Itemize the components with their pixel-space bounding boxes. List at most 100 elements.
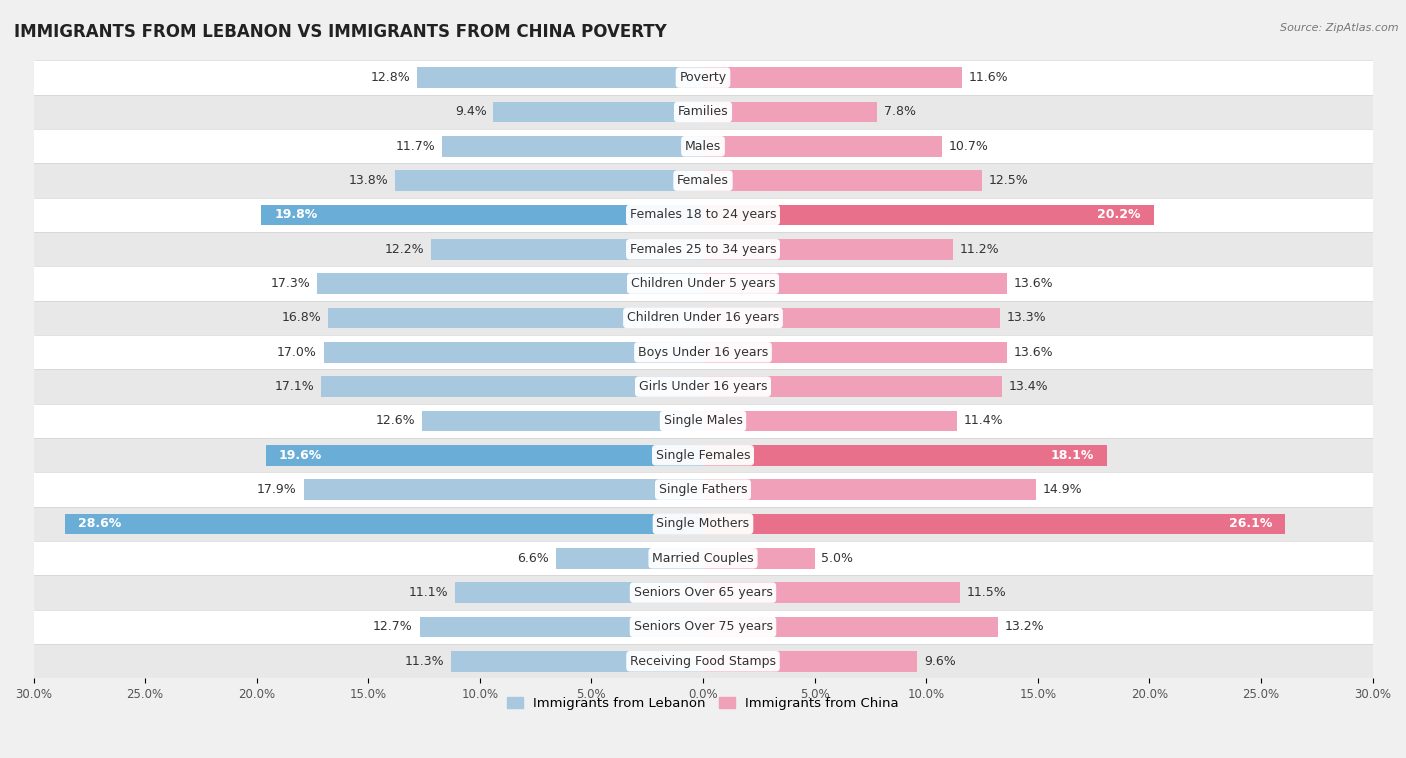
Bar — [34, 438, 1372, 472]
Bar — [418, 67, 703, 88]
Text: 13.8%: 13.8% — [349, 174, 388, 187]
Bar — [441, 136, 703, 157]
Bar — [703, 239, 953, 259]
Bar — [703, 136, 942, 157]
Text: 12.8%: 12.8% — [371, 71, 411, 84]
Text: 17.3%: 17.3% — [270, 277, 311, 290]
Bar — [34, 164, 1372, 198]
Text: IMMIGRANTS FROM LEBANON VS IMMIGRANTS FROM CHINA POVERTY: IMMIGRANTS FROM LEBANON VS IMMIGRANTS FR… — [14, 23, 666, 41]
Text: 14.9%: 14.9% — [1042, 483, 1081, 496]
Bar — [34, 575, 1372, 609]
Text: Source: ZipAtlas.com: Source: ZipAtlas.com — [1281, 23, 1399, 33]
Bar — [703, 548, 814, 568]
Text: 12.7%: 12.7% — [373, 621, 413, 634]
Text: 11.2%: 11.2% — [960, 243, 1000, 255]
Bar — [34, 541, 1372, 575]
Bar — [34, 61, 1372, 95]
Bar — [34, 301, 1372, 335]
Text: 28.6%: 28.6% — [79, 518, 121, 531]
Bar — [494, 102, 703, 122]
Bar — [703, 171, 981, 191]
Bar — [703, 274, 1007, 294]
Bar — [34, 232, 1372, 267]
Text: Single Fathers: Single Fathers — [659, 483, 747, 496]
Bar — [703, 67, 962, 88]
Bar — [34, 267, 1372, 301]
Bar — [555, 548, 703, 568]
Bar — [34, 335, 1372, 369]
Text: 11.5%: 11.5% — [966, 586, 1007, 599]
Text: Females: Females — [678, 174, 728, 187]
Text: 11.7%: 11.7% — [395, 139, 436, 153]
Bar — [34, 129, 1372, 164]
Text: 10.7%: 10.7% — [949, 139, 988, 153]
Bar — [703, 651, 917, 672]
Text: 26.1%: 26.1% — [1229, 518, 1272, 531]
Legend: Immigrants from Lebanon, Immigrants from China: Immigrants from Lebanon, Immigrants from… — [502, 691, 904, 715]
Bar — [703, 582, 960, 603]
Text: 9.6%: 9.6% — [924, 655, 956, 668]
Text: Poverty: Poverty — [679, 71, 727, 84]
Text: 13.3%: 13.3% — [1007, 312, 1046, 324]
Text: 12.6%: 12.6% — [375, 415, 415, 428]
Bar — [703, 514, 1285, 534]
Text: 11.1%: 11.1% — [409, 586, 449, 599]
Text: 11.6%: 11.6% — [969, 71, 1008, 84]
Text: Girls Under 16 years: Girls Under 16 years — [638, 380, 768, 393]
Bar — [703, 376, 1002, 397]
Text: 6.6%: 6.6% — [517, 552, 548, 565]
Text: 19.8%: 19.8% — [274, 208, 318, 221]
Bar — [703, 616, 998, 637]
Bar — [34, 95, 1372, 129]
Text: Families: Families — [678, 105, 728, 118]
Text: Single Males: Single Males — [664, 415, 742, 428]
Text: 17.9%: 17.9% — [257, 483, 297, 496]
Text: Boys Under 16 years: Boys Under 16 years — [638, 346, 768, 359]
Text: Seniors Over 65 years: Seniors Over 65 years — [634, 586, 772, 599]
Bar — [419, 616, 703, 637]
Text: 17.0%: 17.0% — [277, 346, 316, 359]
Text: Females 18 to 24 years: Females 18 to 24 years — [630, 208, 776, 221]
Bar — [422, 411, 703, 431]
Bar — [316, 274, 703, 294]
Bar — [34, 404, 1372, 438]
Bar — [34, 507, 1372, 541]
Text: Receiving Food Stamps: Receiving Food Stamps — [630, 655, 776, 668]
Text: Females 25 to 34 years: Females 25 to 34 years — [630, 243, 776, 255]
Bar — [34, 644, 1372, 678]
Bar — [395, 171, 703, 191]
Text: Children Under 16 years: Children Under 16 years — [627, 312, 779, 324]
Bar — [703, 411, 957, 431]
Bar — [703, 205, 1154, 225]
Bar — [322, 376, 703, 397]
Bar — [65, 514, 703, 534]
Bar — [34, 472, 1372, 507]
Bar — [703, 445, 1107, 465]
Text: Children Under 5 years: Children Under 5 years — [631, 277, 775, 290]
Text: 19.6%: 19.6% — [278, 449, 322, 462]
Text: 17.1%: 17.1% — [276, 380, 315, 393]
Text: 13.6%: 13.6% — [1014, 346, 1053, 359]
Text: 18.1%: 18.1% — [1050, 449, 1094, 462]
Bar — [456, 582, 703, 603]
Text: 13.2%: 13.2% — [1004, 621, 1043, 634]
Text: 12.5%: 12.5% — [988, 174, 1028, 187]
Bar — [703, 102, 877, 122]
Text: Males: Males — [685, 139, 721, 153]
Text: 13.4%: 13.4% — [1008, 380, 1049, 393]
Text: 11.3%: 11.3% — [405, 655, 444, 668]
Bar — [262, 205, 703, 225]
Text: 9.4%: 9.4% — [454, 105, 486, 118]
Bar — [328, 308, 703, 328]
Bar — [703, 308, 1000, 328]
Bar — [304, 479, 703, 500]
Bar — [323, 342, 703, 362]
Text: 13.6%: 13.6% — [1014, 277, 1053, 290]
Bar — [34, 369, 1372, 404]
Bar — [266, 445, 703, 465]
Bar — [451, 651, 703, 672]
Bar — [34, 609, 1372, 644]
Text: Single Females: Single Females — [655, 449, 751, 462]
Text: Seniors Over 75 years: Seniors Over 75 years — [634, 621, 772, 634]
Bar — [34, 198, 1372, 232]
